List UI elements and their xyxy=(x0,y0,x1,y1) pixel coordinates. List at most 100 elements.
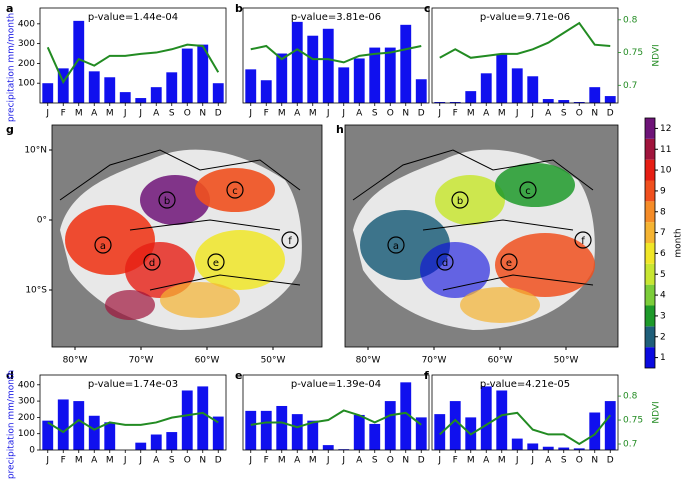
colorbar-swatch xyxy=(645,222,655,243)
axes-frame xyxy=(242,7,430,104)
x-tick-label: S xyxy=(561,456,567,466)
colorbar-tick-label: 8 xyxy=(660,207,666,217)
bar xyxy=(322,28,334,103)
ndvi-line xyxy=(250,409,422,429)
y-tick-label: 200 xyxy=(18,59,35,69)
colorbar-tick-label: 11 xyxy=(660,145,671,155)
ndvi-line xyxy=(46,43,220,85)
bar xyxy=(212,83,224,103)
bar xyxy=(245,69,257,103)
panel-letter: a xyxy=(6,2,13,15)
ndvi-line xyxy=(439,21,611,59)
blob xyxy=(460,287,540,323)
x-tick-label: A xyxy=(356,109,363,119)
bar xyxy=(400,24,412,104)
bar xyxy=(353,58,365,103)
y-tick-label: 0 xyxy=(29,446,35,456)
y2-tick-label: 0.7 xyxy=(623,440,637,450)
x-tick-label: M xyxy=(75,109,83,119)
region-label: a xyxy=(393,241,399,252)
x-tick-label: M xyxy=(278,456,286,466)
bar xyxy=(511,438,523,450)
x-tick-label: J xyxy=(326,109,330,119)
bar xyxy=(558,447,570,450)
bar xyxy=(291,414,303,450)
bar xyxy=(322,445,334,450)
bar xyxy=(496,390,508,450)
bar xyxy=(212,416,224,450)
bar xyxy=(338,67,350,103)
x-tick-label: A xyxy=(91,456,98,466)
bar xyxy=(135,98,147,103)
region-label: a xyxy=(100,241,106,252)
x-tick-label: A xyxy=(545,456,552,466)
map-y-tick-label: 0° xyxy=(37,216,47,226)
bar xyxy=(542,446,554,450)
colorbar-tick-label: 3 xyxy=(660,311,666,321)
bar xyxy=(465,91,477,103)
bar xyxy=(604,401,616,450)
x-tick-label: J xyxy=(437,456,441,466)
x-tick-label: D xyxy=(215,456,222,466)
bar xyxy=(260,80,272,103)
x-tick-label: O xyxy=(387,456,394,466)
blob xyxy=(195,230,285,290)
ndvi-line xyxy=(250,44,422,64)
bar xyxy=(307,35,319,104)
map-x-tick-label: 60°W xyxy=(488,356,513,366)
blob xyxy=(195,168,275,212)
blob xyxy=(495,163,575,207)
x-tick-label: J xyxy=(138,456,142,466)
bar xyxy=(57,68,69,103)
panel-letter: h xyxy=(336,123,344,136)
colorbar-swatch xyxy=(645,138,655,160)
x-tick-label: A xyxy=(91,109,98,119)
y-tick-label: 300 xyxy=(18,397,35,407)
x-tick-label: O xyxy=(184,456,191,466)
bar xyxy=(573,448,585,450)
colorbar-swatch xyxy=(645,326,655,348)
panel-letter: e xyxy=(235,369,242,382)
region-label: c xyxy=(525,186,531,197)
region-marker xyxy=(451,191,469,209)
x-tick-label: A xyxy=(153,456,160,466)
x-tick-label: M xyxy=(106,109,114,119)
y2-tick-label: 0.8 xyxy=(623,392,638,402)
axes-frame xyxy=(242,374,430,451)
region-label: b xyxy=(457,196,463,207)
colorbar-tick-label: 6 xyxy=(660,249,666,259)
bar xyxy=(42,83,54,103)
bar xyxy=(166,72,178,103)
region-label: c xyxy=(232,186,238,197)
x-tick-label: N xyxy=(591,456,598,466)
blob xyxy=(495,233,595,297)
x-tick-label: J xyxy=(530,109,534,119)
x-tick-label: J xyxy=(437,109,441,119)
bar xyxy=(119,92,131,103)
bar xyxy=(197,44,209,103)
x-tick-label: D xyxy=(607,456,614,466)
blob xyxy=(160,282,240,318)
bar xyxy=(604,96,616,103)
bar xyxy=(415,417,427,450)
x-tick-label: J xyxy=(123,456,127,466)
colorbar-tick-label: 10 xyxy=(660,166,672,176)
bar xyxy=(369,47,381,103)
x-tick-label: F xyxy=(61,456,66,466)
axes-frame xyxy=(431,374,619,451)
x-tick-label: N xyxy=(199,456,206,466)
bar xyxy=(307,420,319,450)
x-tick-label: J xyxy=(45,109,49,119)
x-tick-label: J xyxy=(515,109,519,119)
x-tick-label: O xyxy=(387,109,394,119)
y-tick-label: 300 xyxy=(18,39,35,49)
y2-tick-label: 0.75 xyxy=(623,48,643,58)
bar xyxy=(384,401,396,450)
x-tick-label: M xyxy=(309,109,317,119)
region-label: d xyxy=(149,258,155,269)
axes-frame xyxy=(39,374,227,451)
colorbar-tick-label: 1 xyxy=(660,353,666,363)
map-g xyxy=(52,125,322,347)
bar xyxy=(276,53,288,103)
